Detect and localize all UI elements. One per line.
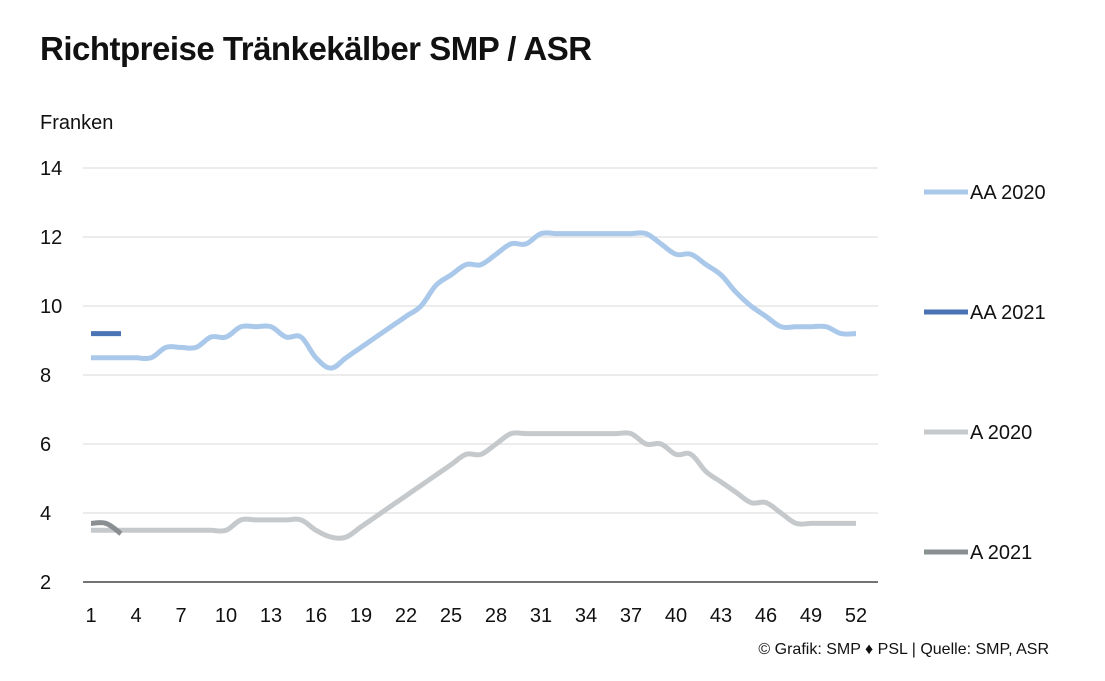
y-tick-label: 14 [40,158,62,180]
x-tick-label: 34 [575,605,597,627]
legend-label-a-2020: A 2020 [970,422,1032,444]
x-tick-label: 49 [800,605,822,627]
x-tick-label: 43 [710,605,732,627]
series-line-a-2020 [91,430,856,541]
x-tick-label: 31 [530,605,552,627]
source-credit: © Grafik: SMP ♦ PSL | Quelle: SMP, ASR [758,641,1049,658]
legend-label-aa-2020: AA 2020 [970,182,1046,204]
x-tick-label: 37 [620,605,642,627]
x-tick-label: 52 [845,605,867,627]
x-tick-label: 13 [260,605,282,627]
x-tick-label: 10 [215,605,237,627]
y-tick-label: 12 [40,227,62,249]
x-tick-label: 25 [440,605,462,627]
x-tick-label: 1 [85,605,96,627]
legend-label-a-2021: A 2021 [970,542,1032,564]
x-tick-label: 40 [665,605,687,627]
series-line-a-2021 [90,520,123,536]
chart-title: Richtpreise Tränkekälber SMP / ASR [40,30,592,67]
y-tick-label: 6 [40,434,51,456]
x-tick-label: 28 [485,605,507,627]
x-tick-label: 19 [350,605,372,627]
y-axis-unit-label: Franken [40,112,114,134]
x-tick-label: 46 [755,605,777,627]
x-tick-label: 16 [305,605,327,627]
x-tick-label: 22 [395,605,417,627]
series-line-aa-2020 [91,230,857,371]
x-tick-label: 7 [175,605,186,627]
y-tick-label: 4 [40,503,51,525]
y-tick-label: 10 [40,296,62,318]
y-tick-label: 2 [40,572,51,594]
legend-label-aa-2021: AA 2021 [970,302,1046,324]
x-tick-label: 4 [130,605,141,627]
y-tick-label: 8 [40,365,51,387]
